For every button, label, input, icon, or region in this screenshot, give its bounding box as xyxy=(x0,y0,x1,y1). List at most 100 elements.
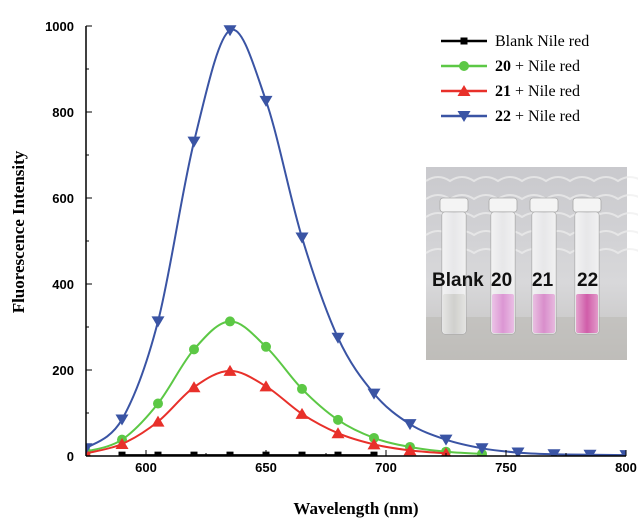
inset-photo: Blank 20 21 22 xyxy=(425,167,638,360)
data-point xyxy=(118,451,126,456)
vial-cap xyxy=(488,197,518,213)
y-tick-label: 1000 xyxy=(45,19,74,34)
data-point xyxy=(333,414,343,425)
data-point xyxy=(367,388,381,400)
vial-glass xyxy=(575,212,599,334)
legend-item: Blank Nile red xyxy=(441,33,589,50)
legend-label-text: + Nile red xyxy=(511,83,580,100)
y-tick-label: 400 xyxy=(52,277,74,292)
inset-vial-label: 21 xyxy=(532,270,554,291)
data-point xyxy=(440,447,452,456)
data-point xyxy=(151,415,165,427)
vial-glass xyxy=(491,212,515,334)
data-point xyxy=(619,450,626,456)
data-point xyxy=(86,447,92,456)
vial xyxy=(488,197,518,335)
data-point xyxy=(547,449,561,456)
data-point xyxy=(154,451,162,456)
data-point xyxy=(223,364,237,376)
vial xyxy=(529,197,559,335)
y-tick-label: 800 xyxy=(52,105,74,120)
data-point xyxy=(261,341,271,352)
vial-cap xyxy=(439,197,469,213)
data-point xyxy=(331,427,345,439)
data-point xyxy=(223,25,237,37)
data-point xyxy=(370,451,378,456)
legend-label-number: 22 xyxy=(495,108,511,125)
data-point xyxy=(295,407,309,419)
data-point xyxy=(189,344,199,355)
legend-label: 22 + Nile red xyxy=(495,108,580,125)
legend-marker xyxy=(457,111,471,122)
data-point xyxy=(226,451,234,456)
data-point xyxy=(369,432,379,443)
paper-texture xyxy=(425,194,638,201)
legend-label: 21 + Nile red xyxy=(495,83,580,100)
legend-label: Blank Nile red xyxy=(495,33,589,50)
vial xyxy=(439,197,469,335)
y-axis-title: Fluorescence Intensity xyxy=(9,150,28,313)
data-point xyxy=(295,232,309,244)
data-point xyxy=(225,316,235,327)
y-tick-label: 0 xyxy=(67,449,74,464)
data-point xyxy=(86,443,93,455)
series-1 xyxy=(118,451,378,456)
axes: 600 650 700 750 800 0 200 400 600 800 1000 xyxy=(45,19,637,475)
legend-marker xyxy=(459,61,469,71)
x-axis-title: Wavelength (nm) xyxy=(293,499,418,518)
inset-vial-label: 22 xyxy=(577,270,598,291)
data-point xyxy=(187,381,201,393)
legend-item: 20 + Nile red xyxy=(441,58,580,75)
data-point xyxy=(259,380,273,392)
legend-label-number: 20 xyxy=(495,58,511,75)
legend-marker xyxy=(457,85,471,96)
y-tick-label: 200 xyxy=(52,363,74,378)
plot-area xyxy=(86,25,626,456)
data-point xyxy=(153,398,163,409)
data-point xyxy=(439,434,453,446)
data-point xyxy=(583,449,597,456)
legend-label-text: Blank Nile red xyxy=(495,33,589,50)
vial xyxy=(572,197,602,335)
data-point xyxy=(403,444,417,456)
y-tick-label: 600 xyxy=(52,191,74,206)
vial-cap xyxy=(529,197,559,213)
legend-label-text: + Nile red xyxy=(511,108,580,125)
data-point xyxy=(367,438,381,450)
x-tick-label: 800 xyxy=(615,460,637,475)
data-point xyxy=(298,451,306,456)
data-point xyxy=(115,414,129,426)
x-tick-label: 650 xyxy=(255,460,277,475)
vial-glass xyxy=(442,212,466,334)
inset-vial-label: Blank xyxy=(432,270,484,291)
legend-item: 22 + Nile red xyxy=(441,108,580,125)
series-3 xyxy=(86,364,452,456)
series-4 xyxy=(86,25,626,456)
data-point xyxy=(151,316,165,328)
data-point xyxy=(259,95,273,107)
series-line xyxy=(86,320,483,455)
x-tick-label: 700 xyxy=(375,460,397,475)
x-tick-label: 750 xyxy=(495,460,517,475)
data-point xyxy=(297,383,307,394)
data-point xyxy=(190,451,198,456)
vial-glass xyxy=(532,212,556,334)
legend-item: 21 + Nile red xyxy=(441,83,580,100)
x-tick-label: 600 xyxy=(135,460,157,475)
data-point xyxy=(187,136,201,148)
legend-label-text: + Nile red xyxy=(511,58,580,75)
legend-label: 20 + Nile red xyxy=(495,58,580,75)
data-point xyxy=(511,447,525,456)
data-point xyxy=(115,437,129,449)
legend-label-number: 21 xyxy=(495,83,511,100)
data-point xyxy=(334,451,342,456)
paper-texture xyxy=(425,176,638,183)
data-point xyxy=(403,419,417,431)
vial-cap xyxy=(572,197,602,213)
data-point xyxy=(475,443,489,455)
inset-vial-label: 20 xyxy=(491,270,512,291)
legend-marker xyxy=(460,37,468,45)
data-point xyxy=(331,332,345,344)
